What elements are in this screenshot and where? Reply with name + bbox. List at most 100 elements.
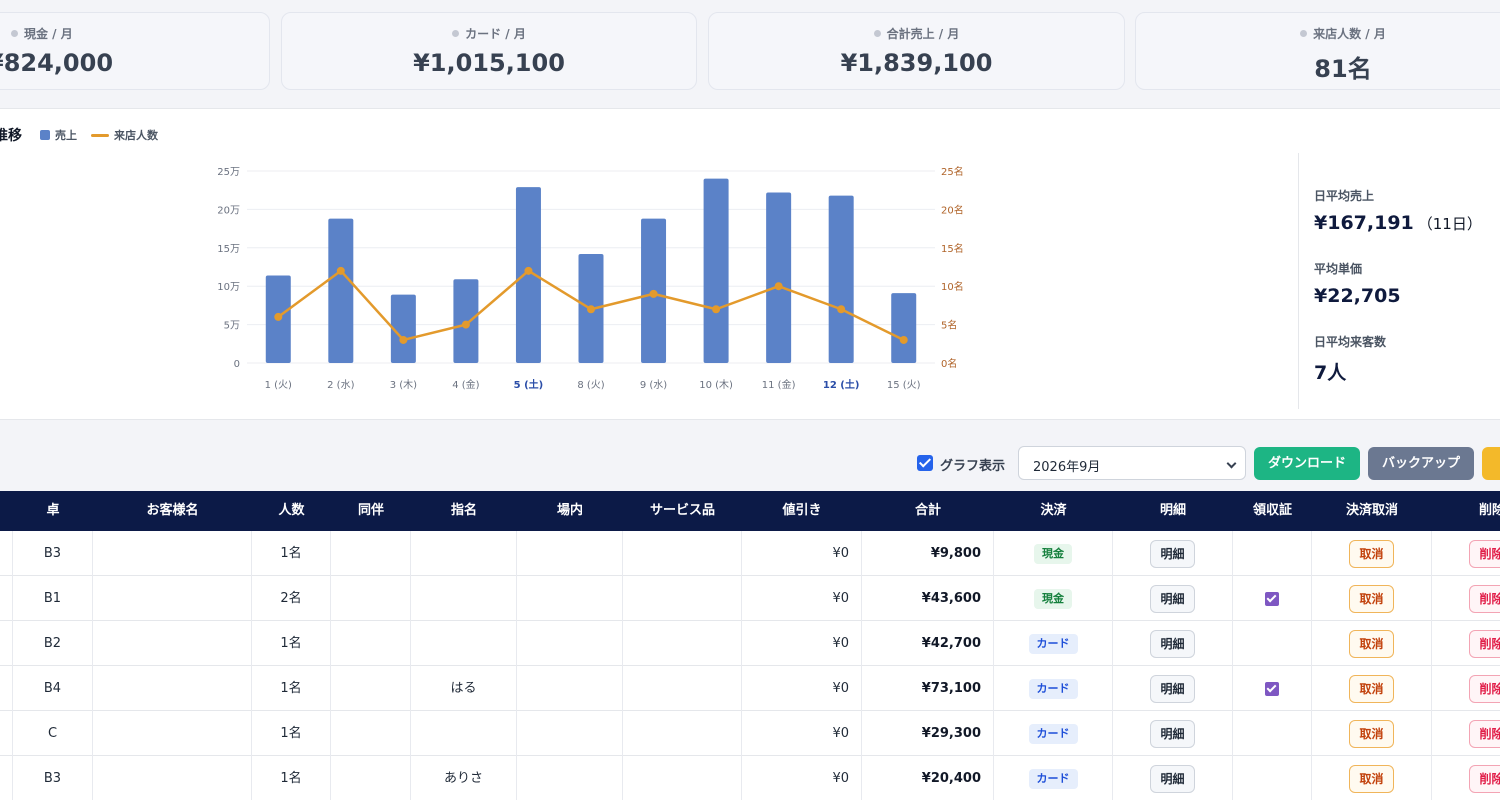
- cell-jonai: [517, 756, 623, 800]
- kpi-label: 合計売上 / 月: [886, 27, 960, 41]
- cell-customer: [93, 576, 252, 621]
- delete-button[interactable]: 削除: [1469, 719, 1500, 748]
- cell-douhan: [331, 576, 411, 621]
- stat-daily-avg-sales: 日平均売上 ¥167,191 （11日）: [1314, 187, 1482, 234]
- kpi-label: カード / 月: [465, 27, 526, 41]
- receipt-checkbox[interactable]: [1265, 591, 1279, 606]
- bullet-dot-icon: [11, 30, 18, 37]
- receipt-checkbox[interactable]: [1265, 681, 1279, 696]
- right-axis-tick-label: 0名: [941, 357, 957, 370]
- cell-delete: 削除: [1432, 621, 1500, 666]
- cell-receipt: [1233, 711, 1312, 756]
- cancel-payment-button[interactable]: 取消: [1349, 674, 1394, 703]
- delete-button[interactable]: 削除: [1469, 539, 1500, 568]
- legend-line-swatch: [91, 133, 109, 137]
- graph-toggle-checkbox[interactable]: [917, 455, 933, 471]
- cell-people: 1名: [252, 756, 331, 800]
- delete-button[interactable]: 削除: [1469, 584, 1500, 613]
- detail-button[interactable]: 明細: [1150, 764, 1195, 793]
- stat-value: ¥167,191: [1314, 212, 1414, 234]
- column-header: 卓: [46, 503, 60, 518]
- cell-jonai: [517, 621, 623, 666]
- delete-button[interactable]: 削除: [1469, 629, 1500, 658]
- delete-button[interactable]: 削除: [1469, 674, 1500, 703]
- cell-total: ¥29,300: [862, 711, 994, 756]
- cell-table: B4: [13, 666, 93, 711]
- cell-service: [623, 666, 742, 711]
- cell-table: C: [13, 711, 93, 756]
- cell-delete: 削除: [1432, 531, 1500, 576]
- legend-sales-label: 売上: [55, 129, 77, 142]
- cell-people: 1名: [252, 711, 331, 756]
- cell-delete: 削除: [1432, 666, 1500, 711]
- column-header: 人数: [278, 503, 305, 518]
- cell-day: [0, 666, 13, 711]
- column-header: 指名: [450, 503, 477, 518]
- cell-douhan: [331, 711, 411, 756]
- column-header: 同伴: [357, 503, 384, 518]
- column-header: 領収証: [1252, 503, 1292, 518]
- cell-discount: ¥0: [742, 576, 862, 621]
- kpi-card-visitors: 来店人数 / 月 81名: [1135, 12, 1500, 90]
- cell-payment: カード: [994, 711, 1113, 756]
- legend-bar-swatch: [40, 130, 50, 140]
- download-button[interactable]: ダウンロード: [1254, 447, 1360, 480]
- month-select[interactable]: 2026年9月: [1018, 446, 1246, 480]
- cell-douhan: [331, 756, 411, 800]
- cell-cancel: 取消: [1312, 756, 1432, 800]
- backup-button[interactable]: バックアップ: [1368, 447, 1474, 480]
- visitors-point: [399, 335, 408, 344]
- detail-button[interactable]: 明細: [1150, 674, 1195, 703]
- cancel-payment-button[interactable]: 取消: [1349, 584, 1394, 613]
- cell-day: [0, 531, 13, 576]
- x-axis-tick-label: 2 (水): [327, 379, 354, 391]
- cell-jonai: [517, 711, 623, 756]
- bullet-dot-icon: [452, 30, 460, 37]
- delete-button[interactable]: 削除: [1469, 764, 1500, 793]
- cell-receipt: [1233, 756, 1312, 800]
- visitors-point: [461, 320, 470, 329]
- right-axis-tick-label: 5名: [941, 319, 957, 332]
- cell-day: [0, 576, 13, 621]
- cancel-payment-button[interactable]: 取消: [1349, 539, 1394, 568]
- cancel-payment-button[interactable]: 取消: [1349, 764, 1394, 793]
- detail-button[interactable]: 明細: [1150, 719, 1195, 748]
- cell-table: B1: [13, 576, 93, 621]
- cell-payment: 現金: [994, 531, 1113, 576]
- right-axis-tick-label: 25名: [941, 165, 964, 178]
- cell-service: [623, 711, 742, 756]
- cell-shimei: [411, 621, 517, 666]
- left-axis-tick-label: 0: [234, 359, 240, 370]
- bar: [703, 178, 729, 363]
- cell-day: [0, 621, 13, 666]
- table-header: 日 卓 お客様名 人数 同伴 指名 場内 サービス品 値引き 合計 決済 明細 領収証 決済取消 削除: [0, 491, 1500, 531]
- detail-button[interactable]: 明細: [1150, 584, 1195, 613]
- cell-people: 1名: [252, 531, 331, 576]
- cell-receipt: [1233, 576, 1312, 621]
- more-action-button[interactable]: [1482, 447, 1500, 480]
- cell-total: ¥9,800: [862, 531, 994, 576]
- cell-cancel: 取消: [1312, 666, 1432, 711]
- detail-button[interactable]: 明細: [1150, 539, 1195, 568]
- graph-toggle-label[interactable]: グラフ表示: [940, 459, 1006, 474]
- cell-delete: 削除: [1432, 756, 1500, 800]
- cell-shimei: [411, 576, 517, 621]
- column-header: 値引き: [782, 503, 822, 518]
- cell-detail: 明細: [1113, 711, 1233, 756]
- chart-title: 推移: [0, 128, 22, 144]
- cancel-payment-button[interactable]: 取消: [1349, 629, 1394, 658]
- left-axis-tick-label: 20万: [217, 205, 240, 216]
- cell-delete: 削除: [1432, 711, 1500, 756]
- cancel-payment-button[interactable]: 取消: [1349, 719, 1394, 748]
- cell-shimei: ありさ: [411, 756, 517, 800]
- cell-payment: 現金: [994, 576, 1113, 621]
- visitors-point: [524, 266, 533, 275]
- left-axis-tick-label: 5万: [224, 321, 240, 332]
- column-header: サービス品: [649, 503, 715, 518]
- detail-button[interactable]: 明細: [1150, 629, 1195, 658]
- cell-douhan: [331, 621, 411, 666]
- payment-badge: カード: [1028, 723, 1078, 744]
- visitors-point: [712, 305, 721, 314]
- cell-shimei: はる: [411, 666, 517, 711]
- cell-day: [0, 756, 13, 800]
